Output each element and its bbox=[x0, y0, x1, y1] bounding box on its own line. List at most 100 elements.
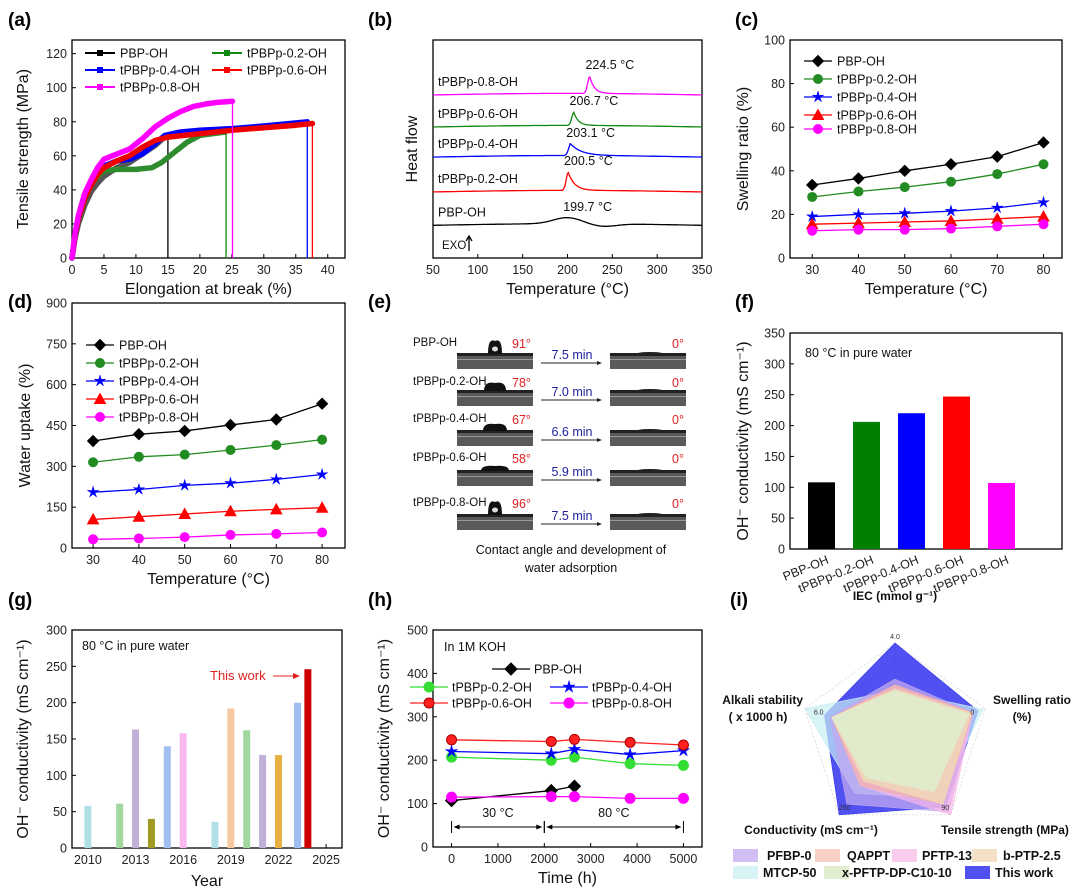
radar-max-label: 4.0 bbox=[890, 634, 900, 641]
y-axis-label: Swelling ratio (%) bbox=[735, 87, 752, 211]
arrow-head-icon bbox=[597, 398, 602, 402]
data-point bbox=[851, 207, 866, 221]
x-tick-label: 2000 bbox=[530, 852, 558, 866]
panel-e-contact-angle: (e) PBP-OH 91° 0° 7.5 min tPBPp-0.2-OH 78° 0° 7.… bbox=[368, 292, 686, 575]
curve-label: PBP-OH bbox=[438, 205, 486, 219]
water-droplet bbox=[481, 465, 509, 471]
y-tick-label: 80 bbox=[771, 77, 785, 91]
after-image bbox=[610, 514, 686, 530]
y-tick-label: 150 bbox=[46, 733, 67, 747]
legend-label: tPBPp-0.6-OH bbox=[119, 393, 199, 407]
series-line bbox=[451, 756, 684, 767]
legend-label: tPBPp-0.8-OH bbox=[837, 123, 917, 137]
x-tick-label: 30 bbox=[86, 553, 100, 567]
legend-label: PBP-OH bbox=[534, 663, 582, 677]
x-tick-label: 30 bbox=[257, 263, 271, 277]
legend-marker bbox=[561, 679, 577, 694]
surface-reflection bbox=[457, 476, 533, 477]
exo-arrow-icon bbox=[465, 234, 473, 251]
data-point bbox=[133, 533, 144, 544]
radar-axis-label: Conductivity (mS cm⁻¹) bbox=[744, 823, 878, 837]
curve-label: tPBPp-0.8-OH bbox=[438, 75, 518, 89]
plot-frame bbox=[71, 629, 343, 849]
data-point bbox=[852, 172, 865, 185]
series-curve bbox=[69, 120, 316, 261]
data-point bbox=[1036, 195, 1051, 209]
y-tick-label: 300 bbox=[46, 624, 67, 638]
after-image bbox=[610, 470, 686, 486]
y-tick-label: 0 bbox=[60, 542, 67, 556]
series-line bbox=[93, 531, 323, 540]
y-tick-label: 0 bbox=[60, 252, 67, 266]
panel-label: (e) bbox=[368, 292, 391, 313]
bar bbox=[179, 733, 187, 848]
legend-label: tPBPp-0.2-OH bbox=[452, 681, 532, 695]
legend-label: tPBPp-0.4-OH bbox=[592, 681, 672, 695]
this-work-label: This work bbox=[210, 668, 266, 683]
bar bbox=[227, 708, 235, 848]
x-axis-label: Elongation at break (%) bbox=[125, 281, 292, 298]
x-tick-label: 200 bbox=[557, 263, 578, 277]
data-point bbox=[677, 759, 689, 771]
radar-grid bbox=[804, 642, 986, 816]
data-point bbox=[315, 467, 329, 481]
y-axis-label: OH⁻ conductivity (mS cm⁻¹) bbox=[735, 341, 752, 540]
y-tick-label: 100 bbox=[764, 34, 785, 48]
legend-swatch bbox=[733, 866, 758, 879]
legend-label: This work bbox=[995, 866, 1053, 880]
bar bbox=[243, 730, 251, 848]
legend-marker bbox=[811, 90, 825, 103]
data-point bbox=[899, 182, 910, 193]
data-point bbox=[88, 534, 99, 545]
data-point bbox=[86, 434, 100, 448]
temperature-region-label: 80 °C bbox=[598, 806, 629, 820]
droplet-image bbox=[457, 390, 533, 406]
data-point bbox=[1038, 159, 1049, 170]
legend-label: x-PFTP-DP-C10-10 bbox=[842, 866, 952, 880]
data-point bbox=[444, 744, 459, 758]
dsc-curve bbox=[432, 142, 703, 158]
surface-line bbox=[457, 390, 533, 393]
x-tick-label: 1000 bbox=[484, 852, 512, 866]
x-tick-label: 2010 bbox=[74, 853, 102, 867]
data-point bbox=[178, 424, 191, 438]
data-point bbox=[623, 747, 638, 761]
droplet-image bbox=[457, 430, 533, 446]
surface-reflection bbox=[610, 476, 686, 477]
legend-swatch bbox=[733, 849, 758, 862]
legend-label: tPBPp-0.4-OH bbox=[119, 375, 199, 389]
legend-swatch bbox=[972, 849, 997, 862]
y-tick-label: 0 bbox=[778, 543, 785, 557]
arrow-head-icon bbox=[597, 438, 602, 442]
y-tick-label: 50 bbox=[771, 512, 785, 526]
data-point bbox=[805, 178, 819, 192]
final-angle-value: 0° bbox=[672, 376, 684, 390]
condition-annotation: In 1M KOH bbox=[444, 640, 506, 654]
data-point bbox=[944, 158, 958, 171]
peak-label: 206.7 °C bbox=[570, 94, 619, 108]
x-tick-label: 80 bbox=[315, 553, 329, 567]
series-line bbox=[92, 403, 323, 442]
legend-label: PFBP-0 bbox=[767, 849, 812, 863]
legend-marker bbox=[224, 50, 230, 56]
bar bbox=[294, 702, 302, 848]
radar-axis-label: IEC (mmol g⁻¹) bbox=[853, 589, 937, 603]
y-tick-label: 750 bbox=[46, 337, 67, 351]
bar bbox=[853, 421, 880, 549]
data-point bbox=[807, 225, 818, 236]
final-angle-value: 0° bbox=[672, 497, 684, 511]
panel-b-dsc-chart: 50 100 150 200 250 300 350 Temperature (°C) Heat… bbox=[368, 10, 712, 298]
data-point bbox=[945, 223, 956, 234]
x-tick-label: 50 bbox=[426, 263, 440, 277]
y-tick-label: 60 bbox=[771, 121, 785, 135]
plot-frame bbox=[432, 629, 703, 848]
spread-droplet bbox=[636, 389, 664, 393]
legend-marker bbox=[811, 108, 825, 120]
data-point bbox=[567, 741, 582, 756]
y-axis-label: Tensile strength (MPa) bbox=[15, 69, 32, 229]
y-tick-label: 100 bbox=[46, 81, 67, 95]
temperature-region-label: 30 °C bbox=[482, 806, 513, 820]
x-tick-label: 15 bbox=[161, 263, 175, 277]
data-point bbox=[86, 485, 100, 498]
curve-label: tPBPp-0.4-OH bbox=[438, 137, 518, 151]
